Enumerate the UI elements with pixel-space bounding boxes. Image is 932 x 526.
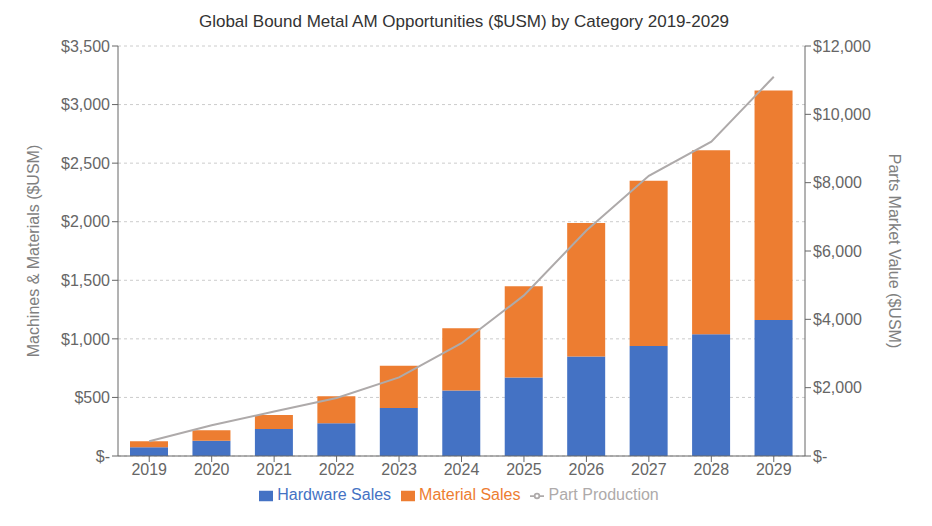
svg-text:2021: 2021 [256, 461, 292, 478]
html-text:Part Production: Part Production [548, 486, 659, 503]
html-text:Global Bound Metal AM Opportun: Global Bound Metal AM Opportunities ($US… [198, 12, 730, 31]
svg-text:$1,000: $1,000 [61, 331, 110, 348]
svg-text:$-: $- [813, 448, 827, 465]
svg-text:Machines & Materials ($USM): Machines & Materials ($USM) [25, 145, 42, 358]
svg-text:2028: 2028 [694, 461, 730, 478]
svg-text:$-: $- [96, 448, 110, 465]
svg-text:$500: $500 [74, 389, 110, 406]
svg-text:$2,000: $2,000 [61, 213, 110, 230]
svg-text:2023: 2023 [381, 461, 417, 478]
svg-text:2027: 2027 [631, 461, 667, 478]
svg-text:$8,000: $8,000 [813, 174, 862, 191]
svg-text:Parts Market Value ($USM): Parts Market Value ($USM) [886, 154, 903, 348]
svg-text:$6,000: $6,000 [813, 243, 862, 260]
svg-text:$10,000: $10,000 [813, 106, 871, 123]
html-text:Material Sales: Material Sales [419, 486, 521, 503]
html-text:Hardware Sales: Hardware Sales [277, 486, 392, 503]
svg-text:2026: 2026 [569, 461, 605, 478]
svg-text:$2,500: $2,500 [61, 155, 110, 172]
svg-text:2019: 2019 [131, 461, 167, 478]
svg-text:2024: 2024 [444, 461, 480, 478]
svg-text:$1,500: $1,500 [61, 272, 110, 289]
svg-text:$3,500: $3,500 [61, 38, 110, 55]
svg-text:$3,000: $3,000 [61, 96, 110, 113]
svg-text:2020: 2020 [194, 461, 230, 478]
svg-text:$2,000: $2,000 [813, 379, 862, 396]
svg-text:$4,000: $4,000 [813, 311, 862, 328]
svg-text:2022: 2022 [319, 461, 355, 478]
svg-text:$12,000: $12,000 [813, 38, 871, 55]
svg-text:2029: 2029 [756, 461, 792, 478]
svg-text:2025: 2025 [506, 461, 542, 478]
